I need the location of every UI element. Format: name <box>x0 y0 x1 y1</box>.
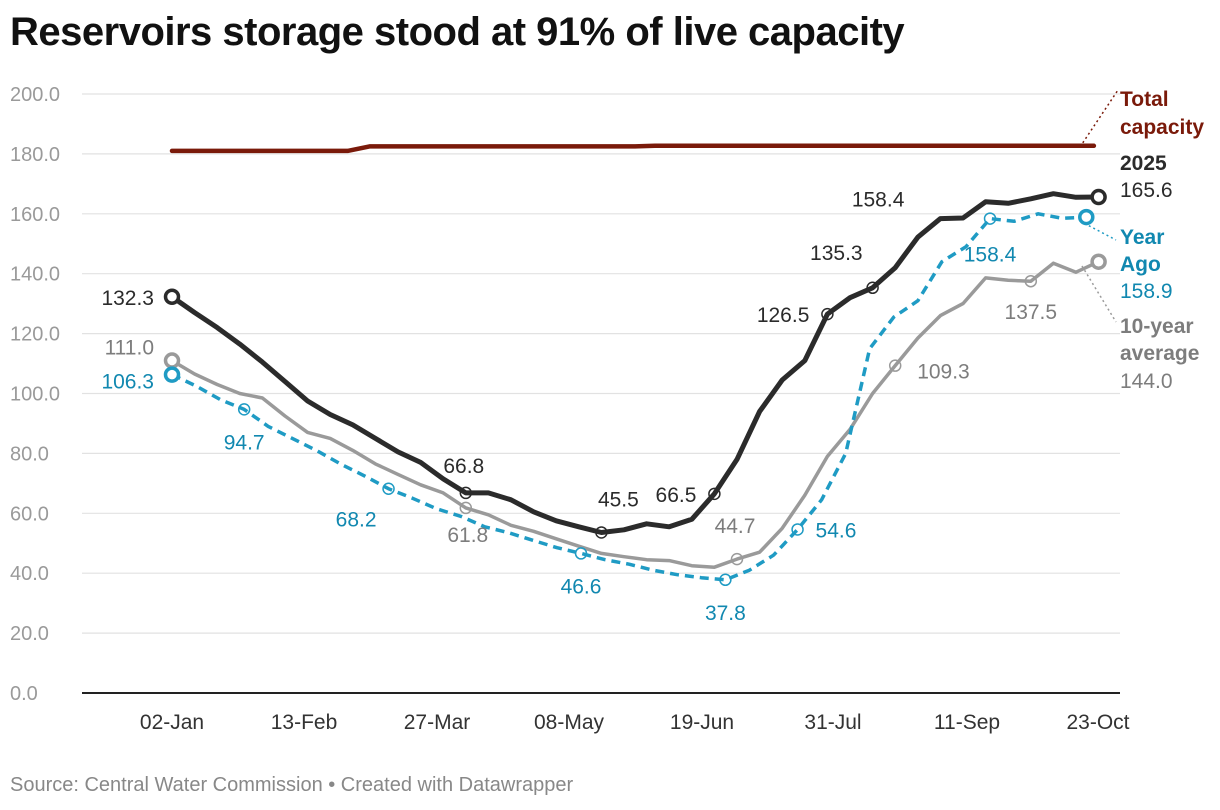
series-name-avg: 10-year <box>1120 315 1194 338</box>
series-line-total <box>169 143 1097 154</box>
endpoint-marker-avg <box>1090 253 1107 270</box>
data-label-avg: 109.3 <box>917 361 970 384</box>
leader-line-avg <box>1081 265 1117 323</box>
x-tick-label: 27-Mar <box>404 711 471 734</box>
y-tick-label: 200.0 <box>10 84 60 106</box>
data-label-avg: 111.0 <box>105 337 154 360</box>
leader-line-total <box>1079 89 1119 148</box>
series-line-yearago <box>171 212 1087 582</box>
data-label-avg: 61.8 <box>447 524 488 547</box>
data-point-marker <box>459 486 473 500</box>
data-label-avg: 44.7 <box>715 515 756 538</box>
y-tick-label: 80.0 <box>10 443 49 465</box>
data-label-yearago: 158.4 <box>964 244 1017 267</box>
data-point-marker <box>708 487 721 501</box>
series-name-avg: average <box>1120 342 1199 365</box>
y-tick-label: 0.0 <box>10 683 38 705</box>
series-final-value-y2025: 165.6 <box>1120 179 1173 202</box>
line-end-labels: Total capacity 2025 165.6 Year Ago 158.9 10-yea… <box>1079 88 1204 393</box>
grid-lines <box>82 93 1120 694</box>
x-tick-label: 08-May <box>534 711 605 734</box>
endpoint-marker-y2025 <box>1090 188 1107 206</box>
series-name-yearago: Year <box>1120 226 1164 249</box>
y-tick-label: 120.0 <box>10 324 60 346</box>
data-point-marker <box>574 547 588 560</box>
data-point-marker <box>821 307 834 321</box>
data-label-y2025: 126.5 <box>757 304 810 327</box>
data-label-yearago: 54.6 <box>816 519 857 542</box>
data-label-y2025: 45.5 <box>598 488 639 511</box>
x-tick-label: 11-Sep <box>934 711 1000 734</box>
data-point-marker <box>595 526 608 539</box>
data-point-markers <box>163 188 1107 383</box>
y-tick-label: 60.0 <box>10 503 49 525</box>
data-point-marker <box>888 359 902 372</box>
series-name-total: Total <box>1120 88 1169 111</box>
source-note: Source: Central Water Commission • Creat… <box>10 774 574 796</box>
series-name-y2025: 2025 <box>1120 152 1167 175</box>
data-label-y2025: 132.3 <box>101 287 154 310</box>
data-label-yearago: 37.8 <box>705 602 746 625</box>
leader-line-yearago <box>1079 220 1117 241</box>
y-axis-ticks: 0.0 20.0 40.0 60.0 80.0 100.0 120.0 140.0 160.0 1… <box>10 84 60 705</box>
endpoint-marker-yearago <box>163 366 181 383</box>
data-label-yearago: 68.2 <box>336 509 377 532</box>
series-line-avg <box>170 259 1101 569</box>
data-point-marker <box>459 501 473 515</box>
data-label-yearago: 94.7 <box>224 431 265 454</box>
data-point-marker <box>719 573 732 587</box>
series-lines <box>169 143 1102 582</box>
data-point-marker <box>983 212 997 225</box>
x-tick-label: 23-Oct <box>1066 711 1129 734</box>
y-tick-label: 100.0 <box>10 384 60 406</box>
x-tick-label: 02-Jan <box>140 711 204 734</box>
data-point-marker <box>1024 274 1038 288</box>
series-line-y2025 <box>169 191 1102 535</box>
series-final-value-yearago: 158.9 <box>1120 280 1173 303</box>
x-tick-label: 31-Jul <box>804 711 861 734</box>
endpoint-marker-avg <box>163 352 181 369</box>
data-label-avg: 137.5 <box>1005 301 1058 324</box>
y-tick-label: 140.0 <box>10 264 60 286</box>
y-tick-label: 160.0 <box>10 204 60 226</box>
chart-title: Reservoirs storage stood at 91% of live … <box>10 10 905 54</box>
data-label-y2025: 66.8 <box>443 455 484 478</box>
x-axis-ticks: 02-Jan 13-Feb 27-Mar 08-May 19-Jun 31-Jul 11-S… <box>140 711 1130 734</box>
y-tick-label: 40.0 <box>10 563 49 585</box>
data-point-marker <box>382 482 395 495</box>
series-final-value-avg: 144.0 <box>1120 370 1173 393</box>
x-tick-label: 19-Jun <box>670 711 734 734</box>
y-tick-label: 180.0 <box>10 144 60 166</box>
data-label-yearago: 106.3 <box>101 371 154 394</box>
data-label-y2025: 135.3 <box>810 242 863 265</box>
endpoint-marker-y2025 <box>163 288 181 306</box>
data-label-y2025: 158.4 <box>852 189 905 212</box>
series-name-yearago: Ago <box>1120 253 1161 276</box>
series-name-total: capacity <box>1120 116 1204 139</box>
data-label-y2025: 66.5 <box>656 484 697 507</box>
data-label-yearago: 46.6 <box>561 575 602 598</box>
data-point-marker <box>730 552 744 566</box>
y-tick-label: 20.0 <box>10 623 49 645</box>
data-point-marker <box>237 403 251 416</box>
data-point-marker <box>791 523 804 536</box>
data-labels: 132.3 66.8 45.5 66.5 126.5 135.3 158.4 111.0 61.… <box>101 189 1057 625</box>
x-tick-label: 13-Feb <box>271 711 338 734</box>
data-point-marker <box>866 281 879 295</box>
